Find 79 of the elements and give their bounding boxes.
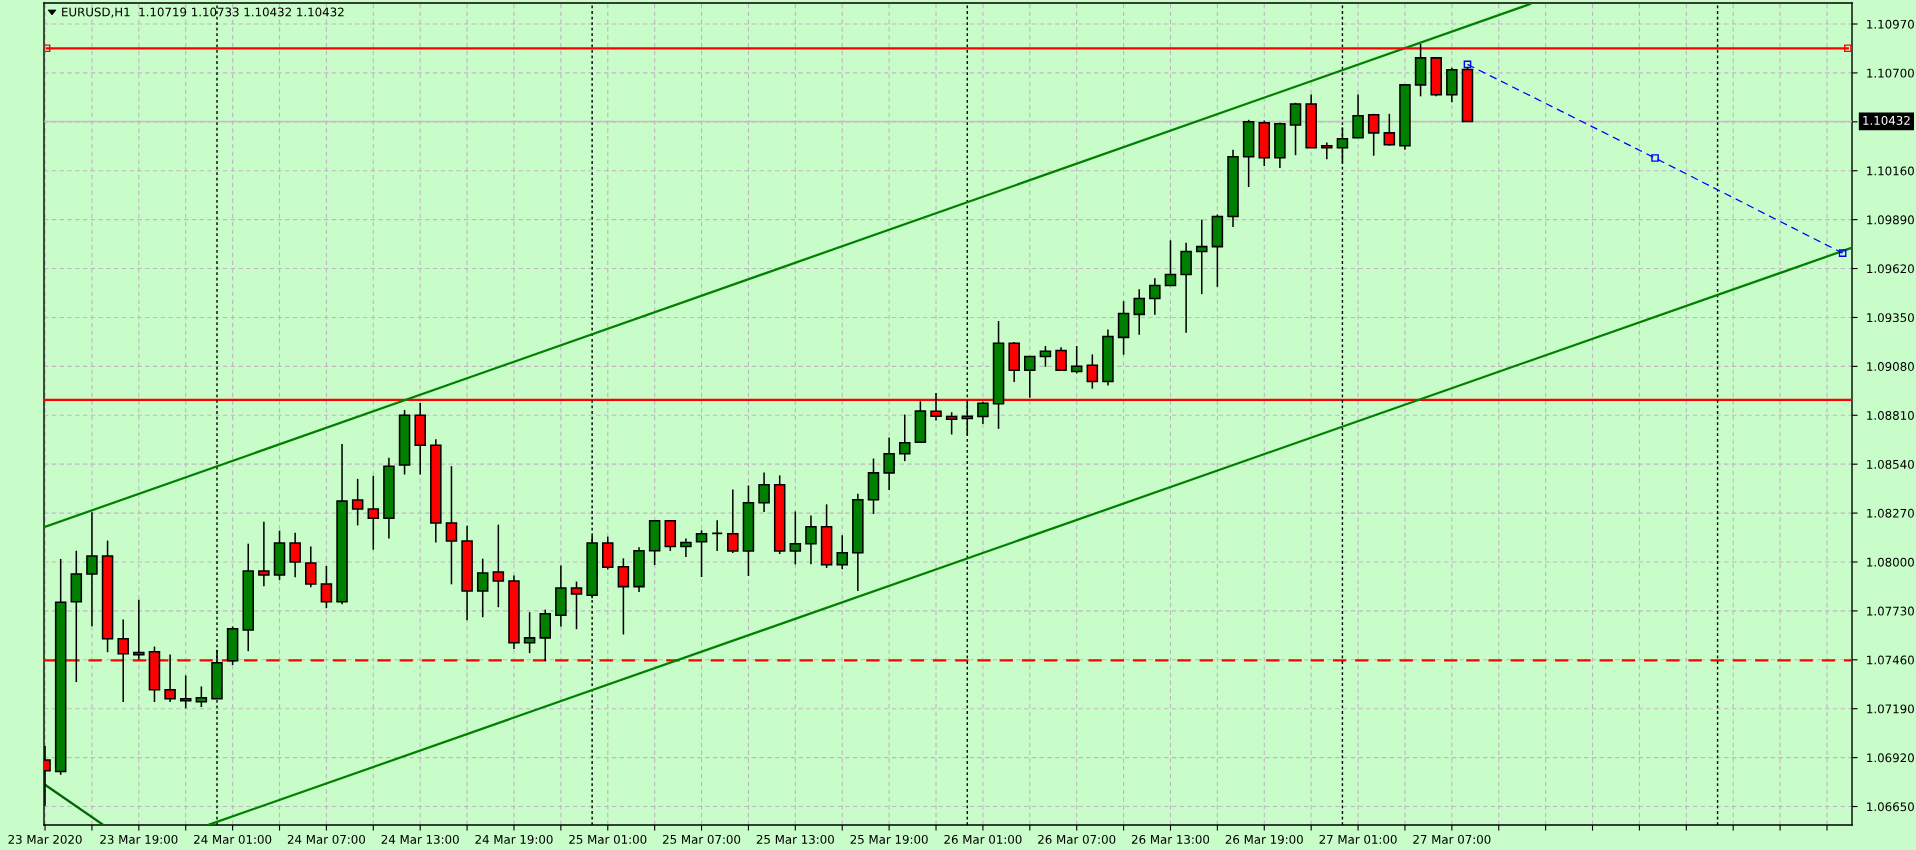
- y-tick-label: 1.08810: [1867, 410, 1914, 420]
- x-tick-label: 25 Mar 13:00: [756, 834, 834, 844]
- y-tick-label: 1.07460: [1867, 655, 1914, 665]
- x-tick-label: 27 Mar 01:00: [1319, 834, 1397, 844]
- candlestick: [305, 545, 317, 589]
- x-tick-label: 27 Mar 07:00: [1413, 834, 1491, 844]
- candlestick: [1117, 300, 1130, 356]
- y-tick-label: 1.08270: [1867, 508, 1914, 518]
- candlestick: [570, 580, 583, 630]
- x-tick-label: 26 Mar 13:00: [1131, 834, 1210, 844]
- chart-title: EURUSD,H1 1.10719 1.10733 1.10432 1.10432: [62, 7, 344, 18]
- candlestick: [523, 611, 536, 654]
- x-tick-label: 26 Mar 19:00: [1225, 834, 1303, 844]
- candlestick: [898, 413, 911, 462]
- candlestick: [445, 465, 458, 586]
- candlestick: [1180, 241, 1192, 334]
- candlestick: [1367, 113, 1380, 157]
- y-tick-label: 1.08000: [1867, 557, 1914, 567]
- candlestick: [727, 488, 739, 554]
- candlestick: [680, 537, 692, 558]
- candlestick: [258, 521, 270, 588]
- candlestick: [351, 478, 364, 527]
- candlestick: [1086, 353, 1099, 390]
- x-tick-label: 23 Mar 19:00: [100, 834, 178, 844]
- candlestick: [1195, 218, 1208, 295]
- candlestick: [711, 519, 723, 552]
- candlestick: [617, 557, 630, 636]
- x-tick-label: 26 Mar 07:00: [1038, 834, 1116, 844]
- y-tick-label: 1.06650: [1867, 802, 1914, 812]
- x-tick-label: 25 Mar 01:00: [569, 834, 647, 844]
- point: [1463, 60, 1472, 69]
- y-tick-label: 1.07190: [1867, 704, 1914, 714]
- x-tick-label: 24 Mar 07:00: [287, 834, 366, 844]
- candlestick: [1055, 346, 1067, 372]
- x-tick-label: 23 Mar 2020: [8, 834, 82, 844]
- x-tick-label: 24 Mar 19:00: [475, 834, 553, 844]
- y-tick-label: 1.07730: [1867, 606, 1914, 616]
- y-tick-label: 1.09080: [1867, 362, 1914, 372]
- x-tick-label: 24 Mar 01:00: [194, 834, 272, 844]
- ref-line-label: 1.10432: [1863, 115, 1910, 125]
- y-tick-label: 1.10160: [1867, 166, 1914, 176]
- candlestick: [289, 531, 301, 578]
- candlestick: [789, 510, 802, 566]
- candlestick: [492, 523, 505, 609]
- point: [1838, 249, 1847, 257]
- candlestick: [1321, 141, 1333, 160]
- candlestick: [179, 674, 192, 710]
- candlestick: [1164, 239, 1177, 287]
- candlestick: [476, 557, 489, 619]
- point: [1651, 154, 1659, 162]
- y-tick-label: 1.09620: [1867, 264, 1914, 274]
- y-tick-label: 1.08540: [1867, 459, 1914, 469]
- candlestick: [367, 475, 380, 551]
- y-tick-label: 1.09890: [1867, 215, 1914, 225]
- x-tick-label: 26 Mar 01:00: [944, 834, 1022, 844]
- x-tick-label: 25 Mar 07:00: [663, 834, 741, 844]
- candlestick: [977, 401, 989, 425]
- candlestick: [133, 598, 145, 661]
- candlestick: [1024, 355, 1036, 399]
- y-tick-label: 1.09350: [1867, 313, 1914, 323]
- y-tick-label: 1.10970: [1867, 19, 1914, 29]
- point: [1844, 44, 1852, 53]
- x-tick-label: 24 Mar 13:00: [381, 834, 459, 844]
- candlestick: [836, 534, 848, 570]
- x-tick-label: 25 Mar 19:00: [850, 834, 928, 844]
- candlestick: [320, 565, 333, 609]
- candlestick: [1149, 277, 1161, 316]
- candlestick: [883, 436, 895, 491]
- candlestick: [758, 471, 770, 513]
- candlestick: [945, 411, 958, 436]
- candlestick: [195, 685, 208, 708]
- y-tick-label: 1.10700: [1867, 68, 1914, 78]
- candlestick: [1383, 113, 1396, 147]
- candlestick: [805, 514, 817, 566]
- candlestick: [1133, 288, 1145, 336]
- candlestick: [1352, 93, 1364, 139]
- y-tick-label: 1.06920: [1867, 753, 1914, 763]
- candlestick: [1289, 102, 1302, 156]
- candlestick: [695, 529, 708, 578]
